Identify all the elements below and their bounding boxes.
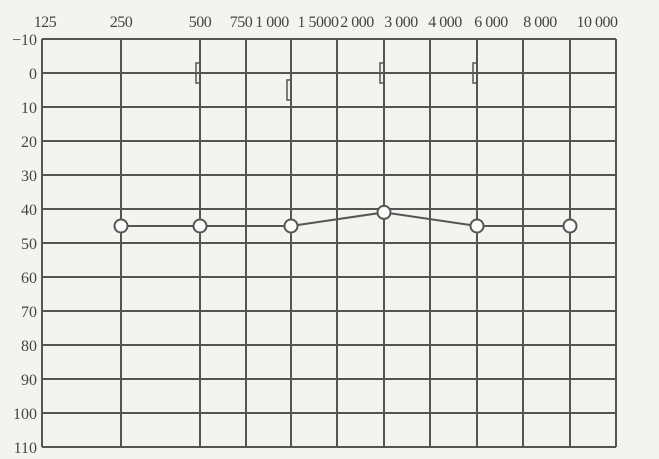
y-tick-label: −10 bbox=[12, 32, 37, 49]
y-tick-label: 60 bbox=[21, 270, 37, 287]
data-point-circle bbox=[469, 218, 485, 234]
x-tick-label: 250 bbox=[110, 14, 133, 31]
x-tick-label: 6 000 bbox=[474, 14, 508, 31]
y-tick-label: 30 bbox=[21, 168, 37, 185]
y-tick-label: 80 bbox=[21, 338, 37, 355]
bracket-marker bbox=[195, 62, 200, 84]
x-tick-label: 10 000 bbox=[577, 14, 619, 31]
y-tick-label: 50 bbox=[21, 236, 37, 253]
y-tick-label: 110 bbox=[14, 440, 37, 457]
data-point-circle bbox=[283, 218, 299, 234]
y-tick-label: 70 bbox=[21, 304, 37, 321]
data-point-circle bbox=[113, 218, 129, 234]
x-tick-label: 500 bbox=[189, 14, 212, 31]
data-point-circle bbox=[192, 218, 208, 234]
series-line bbox=[121, 211, 570, 227]
y-tick-label: 0 bbox=[29, 66, 37, 83]
y-tick-label: 10 bbox=[21, 100, 37, 117]
y-tick-label: 40 bbox=[21, 202, 37, 219]
x-tick-label: 1 5000 bbox=[298, 14, 340, 31]
x-tick-label: 125 bbox=[34, 14, 57, 31]
x-tick-label: 3 000 bbox=[384, 14, 418, 31]
bracket-marker bbox=[286, 79, 291, 101]
bracket-marker bbox=[379, 62, 384, 84]
x-tick-label: 750 bbox=[230, 14, 253, 31]
bracket-marker bbox=[472, 62, 477, 84]
y-tick-label: 100 bbox=[13, 406, 37, 423]
x-tick-label: 4 000 bbox=[428, 14, 462, 31]
y-tick-label: 90 bbox=[21, 372, 37, 389]
x-tick-label: 8 000 bbox=[523, 14, 557, 31]
y-tick-label: 20 bbox=[21, 134, 37, 151]
x-tick-label: 2 000 bbox=[340, 14, 374, 31]
data-point-circle bbox=[562, 218, 578, 234]
x-tick-label: 1 000 bbox=[255, 14, 289, 31]
data-point-circle bbox=[376, 204, 392, 220]
